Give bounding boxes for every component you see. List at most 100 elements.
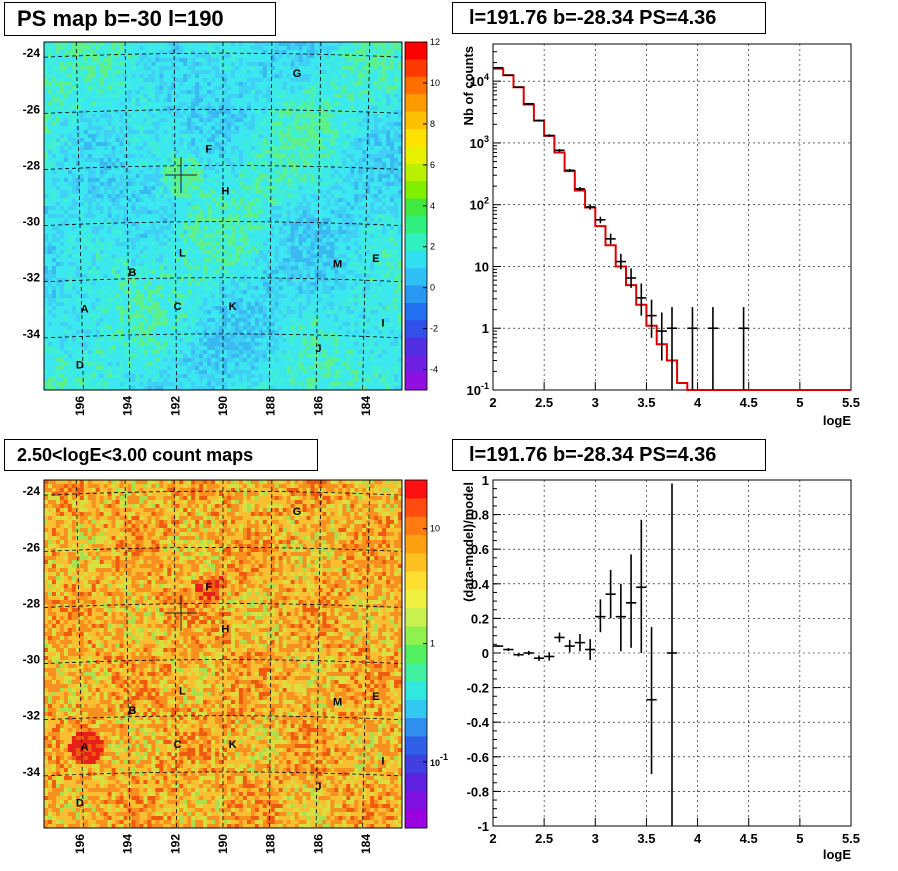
ps-map-source-label: G	[293, 68, 302, 80]
spectrum-ytick-label: 1	[482, 321, 489, 336]
ps-map-source-label: K	[229, 301, 237, 313]
residuals-ytick-label: -0.2	[467, 681, 489, 696]
ps-map-lat-line	[43, 277, 403, 283]
count-map-heatmap: -24 -26 -28 -30 -32 -34 196 194 192 190 188 186 184 A…	[23, 479, 448, 854]
count-map-ytick-label: -34	[23, 765, 41, 779]
residuals-ytick-label: 0.8	[471, 508, 489, 523]
ps-map-lon-line	[269, 41, 273, 391]
ps-map-source-label: E	[372, 253, 379, 265]
residuals-xtick-label: 3.5	[637, 831, 655, 846]
ps-map-source-label: F	[205, 144, 212, 156]
count-map-lat-line	[43, 490, 403, 496]
count-map-lat-line	[43, 659, 403, 664]
ps-map-colorbar-tick: 12	[430, 37, 440, 47]
count-map-xtick-label: 194	[121, 834, 135, 854]
residuals-ytick-label: -0.4	[467, 715, 490, 730]
spectrum-xtick-label: 2.5	[535, 395, 553, 410]
count-map-lon-line	[269, 479, 273, 829]
ps-map-source-marker	[164, 157, 197, 194]
residuals-xtick-label: 4.5	[740, 831, 758, 846]
ps-map-source-label: L	[179, 247, 186, 259]
spectrum-xtick-label: 3	[592, 395, 599, 410]
count-map-lat-line	[43, 715, 403, 721]
count-map-xtick-label: 186	[312, 834, 326, 854]
ps-map-colorbar-tick: 0	[430, 283, 435, 293]
spectrum-xlabel: logE	[823, 413, 851, 428]
residuals-ylabel: (data-model)/model	[461, 482, 476, 602]
residuals-xtick-label: 3	[592, 831, 599, 846]
count-map-source-label: F	[205, 582, 212, 594]
ps-map-source-label: A	[81, 304, 89, 316]
count-map-source-label: E	[372, 691, 379, 703]
count-map-xtick-label: 184	[359, 834, 373, 854]
ps-map-xtick-label: 190	[216, 396, 230, 416]
residuals-title: l=191.76 b=-28.34 PS=4.36	[452, 439, 766, 471]
ps-map-source-label: D	[76, 360, 84, 372]
count-map-source-label: J	[315, 781, 321, 793]
ps-map-cells	[44, 42, 403, 391]
count-map-ytick-label: -24	[23, 484, 41, 498]
ps-map-source-label: J	[315, 343, 321, 355]
residuals-ytick-label: 0.6	[471, 542, 489, 557]
count-map-lon-line	[75, 479, 84, 829]
ps-map-lon-line	[124, 41, 131, 391]
residuals-ytick-label: -0.6	[467, 750, 489, 765]
residuals-data-points	[493, 483, 678, 826]
ps-map-lat-line	[43, 165, 403, 170]
ps-map-grid	[43, 41, 403, 391]
ps-map-lat-line	[43, 333, 403, 339]
residuals-ytick-label: 0.4	[471, 577, 490, 592]
count-map-source-label: H	[221, 624, 229, 636]
residuals-ytick-label: 0	[482, 646, 489, 661]
ps-map-xtick-label: 184	[359, 396, 373, 416]
ps-map-colorbar-tick: 8	[430, 119, 435, 129]
ps-map-xtick-label: 194	[121, 396, 135, 416]
spectrum-xtick-label: 5	[796, 395, 803, 410]
ps-map-lon-line	[75, 41, 84, 391]
count-map-lat-line	[43, 603, 403, 608]
count-map-ytick-label: -30	[23, 653, 41, 667]
ps-map-ytick-label: -34	[23, 327, 41, 341]
spectrum-chart: 2 2.5 3 3.5 4 4.5 5 5.5 10-1 1 10 102 103 104 logE Nb o…	[461, 43, 860, 428]
ps-map-lon-line	[362, 41, 371, 391]
residuals-ytick-label: 1	[482, 473, 489, 488]
ps-map-lon-line	[173, 41, 177, 391]
spectrum-xtick-label: 5.5	[842, 395, 860, 410]
count-map-source-marker	[164, 595, 197, 632]
count-map-colorbar: 10 1 10-1	[404, 479, 448, 829]
ps-map-source-label: M	[333, 259, 342, 271]
ps-map-colorbar-tick: 10	[430, 78, 440, 88]
residuals-xtick-label: 2.5	[535, 831, 553, 846]
spectrum-title: l=191.76 b=-28.34 PS=4.36	[452, 2, 766, 34]
ps-map-source-label: C	[174, 301, 182, 313]
ps-map-colorbar-tick: 4	[430, 201, 435, 211]
spectrum-ytick-label: 10-1	[467, 381, 489, 398]
residuals-xtick-label: 5.5	[842, 831, 860, 846]
residuals-ytick-label: -0.8	[467, 784, 489, 799]
ps-map-ytick-label: -26	[23, 102, 41, 116]
ps-map-lat-line	[43, 221, 403, 226]
count-map-lon-line	[173, 479, 177, 829]
spectrum-data-points	[493, 66, 749, 390]
ps-map-xtick-label: 186	[312, 396, 326, 416]
residuals-xtick-label: 5	[796, 831, 803, 846]
ps-map-lat-line	[43, 52, 403, 58]
count-map-xtick-label: 192	[168, 834, 182, 854]
count-map-lat-line	[43, 771, 403, 777]
residuals-ytick-label: -1	[477, 819, 489, 834]
ps-map-ytick-label: -30	[23, 215, 41, 229]
spectrum-ytick-label: 102	[470, 196, 489, 213]
count-map-source-label: A	[81, 742, 89, 754]
count-map-xtick-label: 190	[216, 834, 230, 854]
ps-map-ytick-label: -32	[23, 271, 41, 285]
ps-map-ytick-label: -28	[23, 158, 41, 172]
count-map-lon-line	[362, 479, 371, 829]
ps-map-colorbar-tick: -2	[430, 324, 438, 334]
count-map-source-label: M	[333, 697, 342, 709]
count-map-xtick-label: 188	[264, 834, 278, 854]
count-map-grid	[43, 479, 403, 829]
residuals-ytick-label: 0.2	[471, 611, 489, 626]
ps-map-colorbar-tick: 6	[430, 160, 435, 170]
spectrum-ytick-label: 103	[470, 134, 489, 151]
count-map-colorbar-tick: 10-1	[430, 752, 448, 768]
